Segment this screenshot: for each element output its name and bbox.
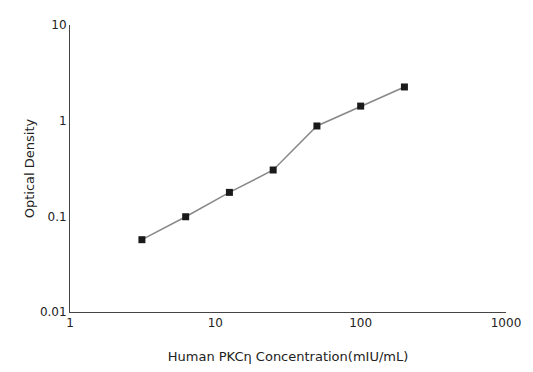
svg-text:100: 100 [349,316,372,330]
svg-text:0.01: 0.01 [40,305,67,319]
svg-text:0.1: 0.1 [48,210,67,224]
svg-text:Human PKCη Concentration(mIU/m: Human PKCη Concentration(mIU/mL) [168,349,409,364]
svg-text:10: 10 [51,18,66,32]
svg-text:1: 1 [66,316,74,330]
svg-text:1000: 1000 [491,316,522,330]
svg-text:10: 10 [208,316,223,330]
svg-text:Optical Density: Optical Density [22,118,37,218]
svg-text:1: 1 [59,114,67,128]
